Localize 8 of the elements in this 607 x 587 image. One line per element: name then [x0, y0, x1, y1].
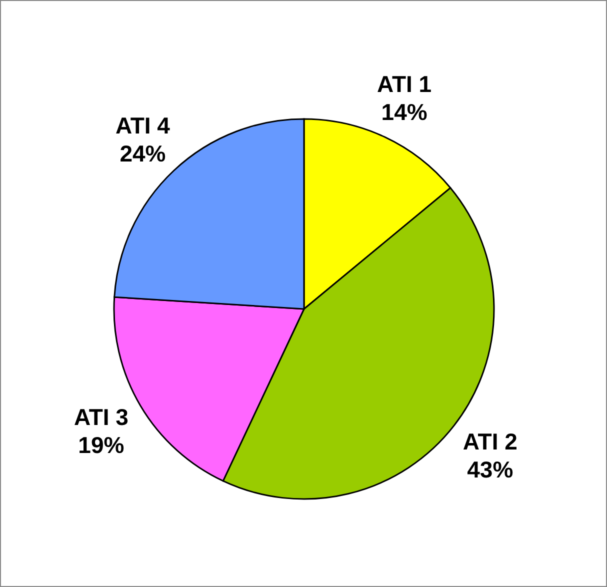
data-label: 19%	[78, 432, 124, 458]
slice-label: ATI 2	[462, 428, 518, 454]
data-label: 24%	[120, 140, 166, 166]
slice-label: ATI 3	[74, 404, 128, 430]
slice-label: ATI 4	[115, 112, 170, 138]
data-label: 43%	[467, 456, 514, 482]
slice-label: ATI 1	[377, 70, 432, 97]
data-label: 14%	[381, 98, 428, 125]
